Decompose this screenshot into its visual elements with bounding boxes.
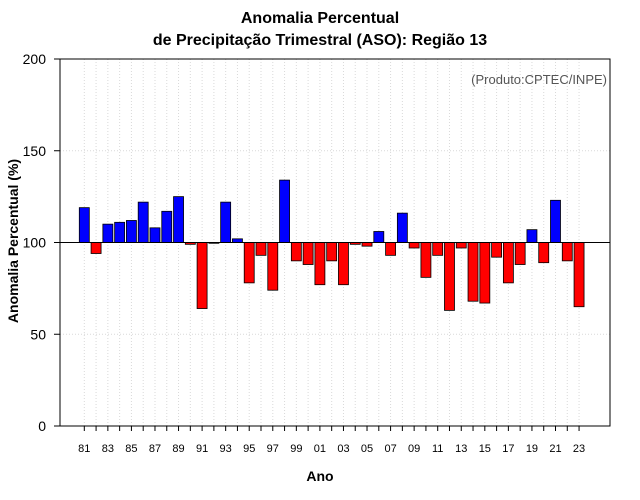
credit-annotation: (Produto:CPTEC/INPE) — [471, 72, 607, 87]
x-tick-label: 19 — [526, 443, 538, 455]
bar-94 — [232, 238, 243, 243]
bar-98 — [279, 179, 290, 243]
bar-19 — [526, 229, 538, 243]
x-tick-label: 05 — [361, 443, 373, 455]
y-tick-label: 0 — [38, 418, 46, 434]
bar-97 — [267, 242, 279, 291]
y-tick-label: 200 — [23, 51, 47, 67]
x-tick-label: 23 — [573, 443, 585, 455]
x-tick-label: 97 — [267, 443, 279, 455]
bar-10 — [420, 242, 432, 278]
bar-15 — [479, 242, 491, 304]
bar-88 — [161, 210, 173, 243]
x-tick-label: 03 — [337, 443, 349, 455]
bar-00 — [302, 242, 314, 265]
x-tick-label: 17 — [502, 443, 514, 455]
bar-99 — [290, 242, 302, 262]
bar-17 — [502, 242, 514, 284]
bar-09 — [408, 242, 420, 249]
x-tick-label: 81 — [78, 443, 90, 455]
bar-13 — [455, 242, 467, 249]
bar-06 — [373, 231, 385, 243]
bar-08 — [396, 212, 408, 243]
x-tick-label: 87 — [149, 443, 161, 455]
bar-23 — [573, 242, 585, 308]
bar-18 — [514, 242, 526, 265]
bar-14 — [467, 242, 479, 302]
chart-subtitle: de Precipitação Trimestral (ASO): Região… — [152, 32, 488, 49]
bar-12 — [444, 242, 455, 311]
bar-89 — [173, 196, 184, 243]
bar-02 — [326, 242, 338, 262]
x-tick-label: 15 — [479, 443, 491, 455]
bar-11 — [432, 242, 444, 256]
x-tick-label: 83 — [102, 443, 114, 455]
bar-05 — [361, 242, 373, 247]
bar-01 — [314, 242, 326, 286]
bar-81 — [78, 207, 90, 243]
x-tick-label: 01 — [314, 443, 326, 455]
bar-21 — [550, 199, 561, 243]
x-tick-label: 99 — [290, 443, 302, 455]
chart-title: Anomalia Percentual — [240, 10, 400, 27]
bar-95 — [243, 242, 255, 284]
x-tick-label: 11 — [432, 443, 443, 455]
x-tick-label: 85 — [125, 443, 137, 455]
y-tick-label: 150 — [23, 143, 47, 159]
y-axis-label: Anomalia Percentual (%) — [5, 158, 21, 324]
bar-83 — [102, 223, 114, 243]
bar-86 — [137, 201, 149, 243]
x-tick-label: 95 — [243, 443, 255, 455]
x-tick-label: 21 — [549, 443, 561, 455]
bar-91 — [196, 242, 208, 309]
bar-85 — [126, 220, 137, 243]
bar-07 — [385, 242, 396, 256]
y-tick-label: 100 — [23, 235, 47, 251]
x-tick-label: 91 — [196, 443, 208, 455]
x-tick-label: 07 — [384, 443, 396, 455]
x-tick-label: 09 — [408, 443, 420, 455]
bar-82 — [90, 242, 102, 254]
y-tick-label: 50 — [30, 326, 46, 342]
x-axis-label: Ano — [306, 468, 334, 484]
bar-87 — [149, 227, 161, 243]
x-tick-label: 13 — [455, 443, 467, 455]
bar-20 — [538, 242, 550, 264]
bar-16 — [491, 242, 503, 258]
bar-96 — [255, 242, 267, 256]
bar-22 — [561, 242, 573, 262]
x-tick-label: 93 — [220, 443, 232, 455]
bar-84 — [114, 221, 126, 243]
bar-03 — [338, 242, 349, 286]
bar-93 — [220, 201, 232, 243]
x-tick-label: 89 — [172, 443, 184, 455]
